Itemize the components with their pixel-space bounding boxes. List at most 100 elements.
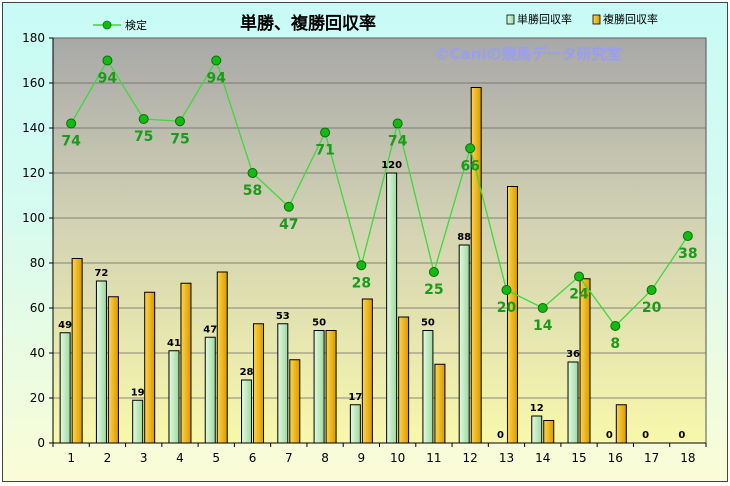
bar-value-label-tansho: 72 [94, 268, 108, 279]
kentei-value-label: 38 [678, 246, 697, 262]
x-tick-label: 1 [67, 451, 75, 465]
bar-value-label-tansho: 19 [131, 387, 145, 398]
legend-line-marker [102, 20, 112, 30]
x-tick-label: 12 [463, 451, 478, 465]
bar-value-label-tansho: 49 [58, 320, 72, 331]
kentei-value-label: 8 [610, 336, 620, 352]
kentei-point [465, 143, 476, 154]
bar-value-label-tansho: 28 [240, 367, 254, 378]
kentei-point [392, 118, 403, 129]
legend-label-fukusho: 複勝回収率 [603, 12, 658, 26]
kentei-point [610, 321, 621, 331]
kentei-value-label: 25 [424, 282, 443, 298]
kentei-point [356, 260, 367, 271]
kentei-value-label: 28 [352, 275, 371, 291]
kentei-value-label: 71 [315, 143, 334, 159]
x-tick-label: 7 [285, 451, 293, 465]
x-tick-label: 9 [358, 451, 366, 465]
kentei-point [102, 55, 113, 66]
kentei-point [174, 116, 185, 127]
bar-tansho [168, 350, 180, 444]
y-tick-label: 20 [30, 391, 45, 405]
kentei-value-label: 58 [243, 183, 262, 199]
kentei-point [138, 114, 149, 124]
bar-value-label-tansho: 0 [678, 430, 685, 441]
x-tick-label: 8 [321, 451, 329, 465]
bar-value-label-tansho: 0 [497, 430, 504, 441]
bar-value-label-tansho: 41 [167, 338, 181, 349]
x-tick-label: 16 [608, 451, 623, 465]
bar-value-label-tansho: 17 [348, 392, 362, 403]
bar-tansho [59, 332, 71, 444]
kentei-point [211, 55, 222, 66]
bar-fukusho [289, 359, 301, 444]
kentei-series-line [70, 58, 689, 327]
bar-tansho [95, 280, 107, 444]
kentei-point [428, 267, 439, 277]
bar-fukusho [615, 404, 627, 444]
bar-fukusho [180, 282, 192, 444]
y-tick-label: 100 [22, 211, 45, 225]
kentei-point [283, 201, 294, 212]
y-tick-label: 40 [30, 346, 45, 360]
bar-fukusho [253, 323, 265, 444]
bar-tansho [241, 379, 253, 444]
kentei-value-label: 75 [170, 131, 189, 147]
bar-value-label-tansho: 47 [203, 324, 217, 335]
bar-tansho [567, 361, 579, 444]
bar-value-label-tansho: 53 [276, 311, 290, 322]
bar-value-label-tansho: 0 [606, 430, 613, 441]
kentei-value-label: 24 [569, 287, 589, 303]
bar-tansho [422, 330, 434, 444]
x-tick-label: 14 [535, 451, 550, 465]
kentei-point [66, 118, 77, 129]
bar-value-label-tansho: 12 [530, 403, 544, 414]
kentei-point [501, 285, 512, 295]
x-tick-label: 18 [680, 451, 695, 465]
y-tick-label: 140 [22, 121, 45, 135]
bar-fukusho [71, 258, 83, 444]
bar-fukusho [506, 186, 518, 444]
kentei-value-label: 75 [134, 129, 153, 145]
bar-fukusho [107, 296, 119, 444]
bar-value-label-tansho: 88 [457, 232, 471, 243]
kentei-value-label: 20 [497, 300, 517, 316]
kentei-line [66, 55, 693, 331]
kentei-point [320, 127, 331, 138]
bar-tansho [349, 404, 361, 444]
y-tick-label: 60 [30, 301, 45, 315]
chart-title: 単勝、複勝回収率 [240, 13, 376, 34]
x-tick-label: 13 [499, 451, 514, 465]
y-tick-label: 160 [22, 76, 45, 90]
plot-area [52, 37, 707, 444]
bar-fukusho [543, 420, 555, 444]
bar-value-label-tansho: 50 [421, 318, 435, 329]
x-tick-label: 5 [212, 451, 220, 465]
x-tick-label: 3 [140, 451, 148, 465]
x-tick-label: 17 [644, 451, 659, 465]
bar-fukusho [216, 271, 228, 444]
bar-fukusho [470, 87, 482, 444]
bar-tansho [531, 415, 543, 444]
data-labels: 49 72 19 41 47 28 53 50 17 120 50 88 0 12 36 0 0 0 74 94 75 7… [58, 71, 697, 442]
legend: 検定 単勝回収率 複勝回収率 [93, 12, 658, 32]
x-tick-label: 2 [104, 451, 112, 465]
bar-tansho [204, 336, 216, 444]
kentei-value-label: 94 [207, 71, 227, 87]
bar-tansho [386, 172, 398, 444]
y-tick-label: 180 [22, 31, 45, 45]
x-tick-label: 15 [571, 451, 586, 465]
kentei-value-label: 66 [460, 158, 479, 174]
bar-value-label-tansho: 0 [642, 430, 649, 441]
kentei-value-label: 94 [98, 71, 118, 87]
legend-label-kentei: 検定 [125, 18, 147, 32]
watermark: ©Caniの競馬データ研究室 [435, 45, 622, 63]
kentei-point [247, 168, 258, 178]
legend-swatch-tansho [506, 14, 515, 25]
x-tick-label: 10 [390, 451, 405, 465]
bar-fukusho [398, 316, 410, 444]
legend-swatch-fukusho [592, 14, 601, 25]
bar-fukusho [434, 363, 446, 444]
kentei-point [646, 285, 657, 295]
